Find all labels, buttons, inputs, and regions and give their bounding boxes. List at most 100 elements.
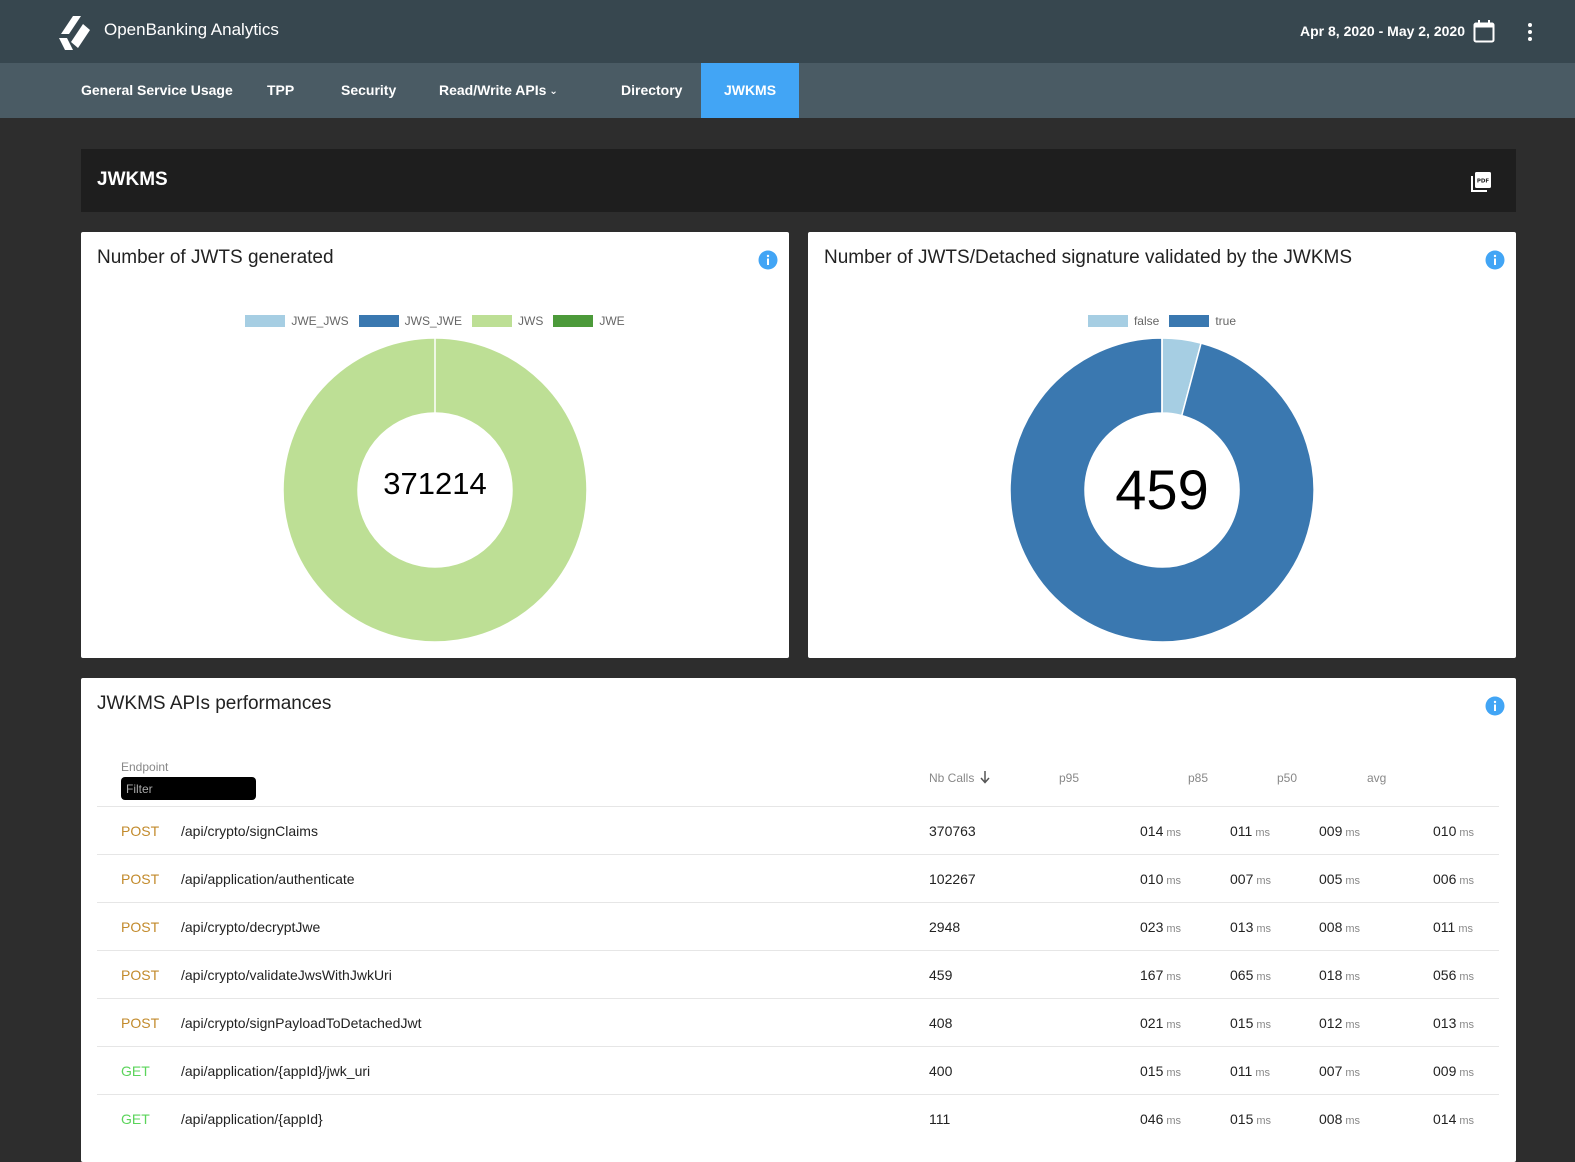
tab-security[interactable]: Security xyxy=(341,63,396,118)
donut-slice-true[interactable] xyxy=(1009,337,1315,643)
unit-label: ms xyxy=(1255,1067,1270,1079)
unit-label: ms xyxy=(1256,1115,1272,1127)
http-method: POST xyxy=(121,1015,160,1031)
unit-label: ms xyxy=(1166,1115,1182,1127)
tab-directory[interactable]: Directory xyxy=(621,63,682,118)
chart-legend: false true xyxy=(808,314,1516,328)
p95-value: 023 ms xyxy=(1140,919,1181,935)
p95-value: 015 ms xyxy=(1140,1063,1181,1079)
tab-label: General Service Usage xyxy=(81,82,233,98)
legend-item[interactable]: JWE_JWS xyxy=(245,314,349,328)
table-row[interactable]: POST/api/crypto/signPayloadToDetachedJwt… xyxy=(97,998,1499,1046)
avg-value: 011 ms xyxy=(1433,919,1473,935)
nb-calls-value: 408 xyxy=(929,1015,953,1031)
p95-number: 014 xyxy=(1140,823,1164,839)
column-header-p50[interactable]: p50 xyxy=(1277,771,1298,785)
table-row[interactable]: POST/api/crypto/decryptJwe 2948 023 ms 013 ms… xyxy=(97,902,1499,950)
p50-number: 009 xyxy=(1319,823,1343,839)
legend-item[interactable]: JWS xyxy=(472,314,543,328)
endpoint-filter-input[interactable] xyxy=(121,777,256,800)
svg-text:PDF: PDF xyxy=(1477,179,1490,185)
column-header-nb-calls[interactable]: Nb Calls xyxy=(929,771,975,785)
tab-jwkms[interactable]: JWKMS xyxy=(701,63,799,118)
info-icon[interactable] xyxy=(1485,250,1505,270)
unit-label: ms xyxy=(1459,1019,1475,1031)
legend-label: true xyxy=(1215,314,1237,328)
p85-number: 013 xyxy=(1230,919,1254,935)
app-title: OpenBanking Analytics xyxy=(104,20,279,39)
avg-value: 056 ms xyxy=(1433,967,1474,983)
http-method: POST xyxy=(121,871,160,887)
unit-label: ms xyxy=(1459,827,1475,839)
legend-item[interactable]: true xyxy=(1169,314,1236,328)
legend-item[interactable]: JWS_JWE xyxy=(358,314,462,328)
date-range[interactable]: Apr 8, 2020 - May 2, 2020 xyxy=(1300,23,1465,39)
calendar-icon[interactable] xyxy=(1473,20,1495,43)
donut-center-total: 371214 xyxy=(383,466,487,501)
section-header: JWKMS PDF xyxy=(81,149,1516,212)
legend-item[interactable]: JWE xyxy=(553,314,625,328)
p85-value: 013 ms xyxy=(1230,919,1271,935)
legend-item[interactable]: false xyxy=(1087,314,1159,328)
p85-value: 065 ms xyxy=(1230,967,1271,983)
legend-label: JWE xyxy=(599,314,625,328)
http-method: GET xyxy=(121,1111,150,1127)
avg-number: 056 xyxy=(1433,967,1457,983)
unit-label: ms xyxy=(1345,923,1361,935)
p50-number: 008 xyxy=(1319,919,1343,935)
unit-label: ms xyxy=(1166,827,1182,839)
chart-legend: JWE_JWS JWS_JWE JWS JWE xyxy=(81,314,789,328)
unit-label: ms xyxy=(1459,971,1475,983)
legend-swatch xyxy=(358,315,399,327)
column-header-p85[interactable]: p85 xyxy=(1188,771,1209,785)
section-title: JWKMS xyxy=(97,169,168,190)
donut-center-total: 459 xyxy=(1115,458,1209,521)
endpoint-path: /api/crypto/signClaims xyxy=(181,823,318,839)
p95-value: 021 ms xyxy=(1140,1015,1181,1031)
p85-number: 015 xyxy=(1230,1111,1254,1127)
tab-tpp[interactable]: TPP xyxy=(267,63,294,118)
info-icon[interactable] xyxy=(1485,696,1505,716)
unit-label: ms xyxy=(1459,1115,1475,1127)
jwts-generated-card: Number of JWTS generated JWE_JWS JWS_JWE… xyxy=(81,232,789,658)
donut-slice-jws[interactable] xyxy=(282,337,588,643)
table-row[interactable]: GET/api/application/{appId}/jwk_uri 400 01… xyxy=(97,1046,1499,1094)
column-header-endpoint[interactable]: Endpoint xyxy=(121,760,169,774)
p85-value: 007 ms xyxy=(1230,871,1271,887)
app-logo-icon[interactable] xyxy=(57,12,93,52)
table-row[interactable]: POST/api/crypto/signClaims 370763 014 ms 011… xyxy=(97,806,1499,854)
endpoint-path: /api/application/{appId}/jwk_uri xyxy=(181,1063,371,1079)
jwts-validated-card: Number of JWTS/Detached signature valida… xyxy=(808,232,1516,658)
p50-value: 018 ms xyxy=(1319,967,1360,983)
endpoint-path: /api/application/{appId} xyxy=(181,1111,323,1127)
unit-label: ms xyxy=(1166,1067,1182,1079)
p95-number: 023 xyxy=(1140,919,1164,935)
legend-swatch xyxy=(553,315,594,327)
legend-swatch xyxy=(472,315,512,327)
unit-label: ms xyxy=(1345,827,1361,839)
p50-number: 012 xyxy=(1319,1015,1343,1031)
table-row[interactable]: POST/api/crypto/validateJwsWithJwkUri 459… xyxy=(97,950,1499,998)
table-row[interactable]: GET/api/application/{appId} 111 046 ms 015 ms… xyxy=(97,1094,1499,1142)
unit-label: ms xyxy=(1459,1067,1475,1079)
info-icon[interactable] xyxy=(758,250,778,270)
p50-value: 008 ms xyxy=(1319,1111,1360,1127)
p85-number: 011 xyxy=(1230,1063,1253,1079)
column-header-p95[interactable]: p95 xyxy=(1059,771,1080,785)
legend-swatch xyxy=(245,315,286,327)
legend-label: JWS xyxy=(518,314,544,328)
http-method: POST xyxy=(121,967,160,983)
sort-descending-icon[interactable] xyxy=(980,771,990,784)
more-options-icon[interactable] xyxy=(1526,22,1534,42)
jwts-validated-donut-chart xyxy=(1009,337,1315,643)
unit-label: ms xyxy=(1166,1019,1182,1031)
p85-number: 065 xyxy=(1230,967,1254,983)
column-header-avg[interactable]: avg xyxy=(1367,771,1387,785)
tab-read-write-apis[interactable]: Read/Write APIs ⌄ xyxy=(439,63,558,118)
table-row[interactable]: POST/api/application/authenticate 102267 0… xyxy=(97,854,1499,902)
pdf-export-icon[interactable]: PDF xyxy=(1470,171,1492,193)
p95-value: 014 ms xyxy=(1140,823,1181,839)
tab-label: Directory xyxy=(621,82,683,98)
p85-value: 015 ms xyxy=(1230,1111,1271,1127)
tab-general-service-usage[interactable]: General Service Usage xyxy=(81,63,233,118)
